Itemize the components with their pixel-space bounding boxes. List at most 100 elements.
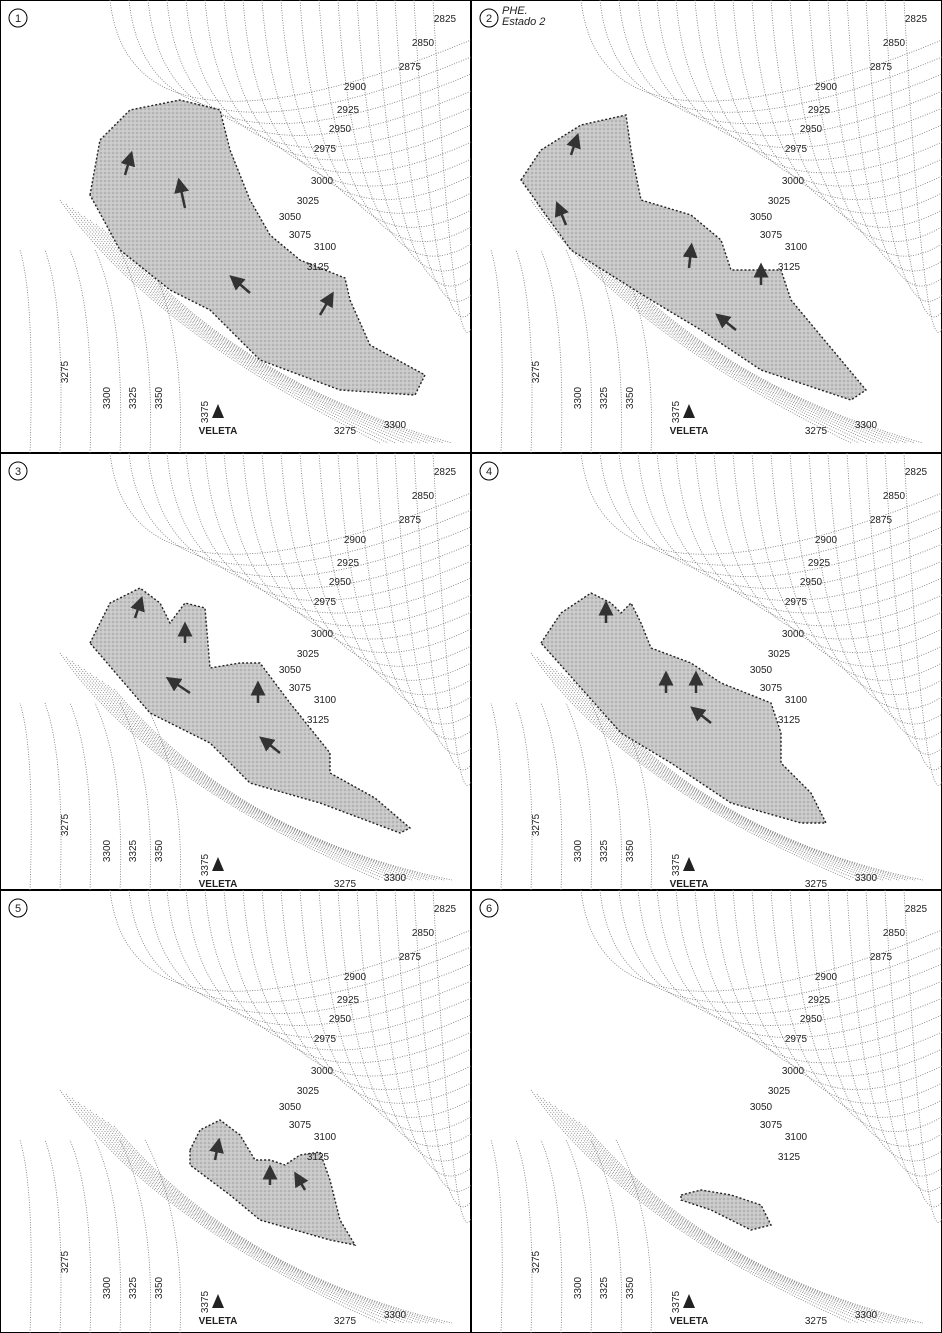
contour-label: 3125 — [307, 262, 330, 273]
contour-label: 2875 — [399, 515, 422, 526]
contour-label: 2925 — [808, 995, 831, 1006]
contour-line — [185, 0, 472, 148]
contour-line — [119, 702, 152, 891]
peak-label: VELETA — [670, 879, 709, 890]
contour-line — [144, 249, 181, 454]
glacier-area — [89, 99, 426, 396]
contour-line — [713, 452, 942, 640]
contour-line — [884, 452, 942, 771]
contour-label: 3075 — [289, 1120, 312, 1131]
contour-label: 3275 — [531, 813, 542, 836]
contour-label: 3000 — [311, 176, 334, 187]
contour-line — [637, 452, 942, 589]
contour-line — [242, 889, 472, 1077]
contour-line — [490, 249, 503, 454]
panel-number: 2 — [486, 13, 492, 25]
contour-label: 3050 — [750, 665, 773, 676]
contour-label: 3300 — [102, 839, 113, 862]
contour-line — [261, 889, 472, 1090]
contour-label: 3275 — [805, 426, 828, 437]
panel-number: 5 — [15, 903, 21, 915]
contour-line — [185, 452, 472, 601]
contour-label: 2875 — [870, 62, 893, 73]
panel-number-circle — [8, 898, 28, 918]
contour-label: 2975 — [314, 144, 337, 155]
contour-label: 2900 — [344, 535, 367, 546]
contour-line — [789, 889, 942, 1132]
contour-line — [166, 452, 472, 589]
contour-line — [280, 889, 472, 1104]
contour-line — [299, 452, 472, 681]
flow-arrow — [174, 177, 189, 209]
contour-line — [540, 1139, 563, 1333]
contour-label: 3275 — [805, 1316, 828, 1327]
contour-line — [536, 1093, 860, 1324]
contour-label: 3275 — [60, 813, 71, 836]
contour-line — [44, 1139, 62, 1333]
contour-label: 3050 — [279, 1102, 302, 1113]
contour-line — [808, 889, 942, 1147]
contour-label: 3000 — [311, 1066, 334, 1077]
flow-arrow — [566, 132, 581, 156]
contour-line — [59, 199, 381, 444]
contour-label: 3375 — [200, 1290, 211, 1313]
contour-label: 3350 — [625, 1276, 636, 1299]
panel-number: 1 — [15, 13, 21, 25]
map-panel: 5 2825 2850 2875 2900 2925 2950 2975 3000 3025 305… — [0, 889, 472, 1333]
contour-label: 3275 — [60, 1250, 71, 1273]
contour-label: 3100 — [785, 1132, 808, 1143]
contour-line — [675, 889, 942, 1051]
panel-caption: Estado 2 — [502, 16, 545, 28]
contour-line — [827, 452, 942, 725]
contour-label: 3300 — [573, 1276, 584, 1299]
contour-line — [637, 0, 942, 136]
contour-line — [299, 0, 472, 228]
contour-line — [394, 889, 472, 1192]
panel-caption: PHE. — [502, 5, 528, 17]
map-panel: 4 2825 2850 2875 2900 2925 2950 2975 3000 3025 305… — [471, 452, 942, 891]
panel-frame — [0, 453, 471, 890]
flow-arrow — [318, 291, 334, 316]
peak-label: VELETA — [199, 426, 238, 437]
contour-label: 3275 — [531, 1250, 542, 1273]
contour-line — [128, 889, 472, 1003]
flow-arrow — [690, 706, 712, 724]
peak-marker — [212, 1294, 224, 1308]
contour-line — [432, 452, 472, 786]
contour-line — [530, 652, 852, 881]
contour-label: 2825 — [905, 14, 928, 25]
contour-line — [590, 702, 623, 891]
contour-line — [548, 211, 876, 444]
contour-label: 2975 — [785, 1034, 808, 1045]
panel-number-circle — [479, 461, 499, 481]
contour-label: 3100 — [314, 695, 337, 706]
contour-label: 3100 — [785, 695, 808, 706]
contour-label: 2925 — [337, 105, 360, 116]
contour-line — [732, 452, 942, 653]
contour-line — [566, 1113, 900, 1324]
panel-number-circle — [479, 8, 499, 28]
contour-line — [223, 889, 472, 1064]
contour-label: 3050 — [750, 1102, 773, 1113]
contour-label: 3300 — [384, 1310, 407, 1321]
flow-arrow — [682, 242, 698, 269]
contour-label: 3075 — [289, 683, 312, 694]
contour-label: 3075 — [289, 230, 312, 241]
contour-line — [599, 452, 942, 566]
contour-label: 3300 — [102, 386, 113, 409]
contour-line — [578, 684, 916, 881]
contour-line — [590, 249, 623, 454]
contour-line — [536, 656, 860, 881]
contour-line — [827, 889, 942, 1162]
contour-label: 2850 — [412, 38, 435, 49]
contour-line — [580, 0, 942, 102]
contour-label: 3100 — [314, 1132, 337, 1143]
contour-line — [147, 0, 472, 124]
contour-line — [789, 452, 942, 695]
contour-line — [71, 207, 397, 444]
contour-label: 3300 — [573, 839, 584, 862]
contour-line — [615, 249, 652, 454]
contour-line — [128, 0, 472, 113]
contour-label: 2850 — [883, 928, 906, 939]
contour-label: 2825 — [434, 14, 457, 25]
